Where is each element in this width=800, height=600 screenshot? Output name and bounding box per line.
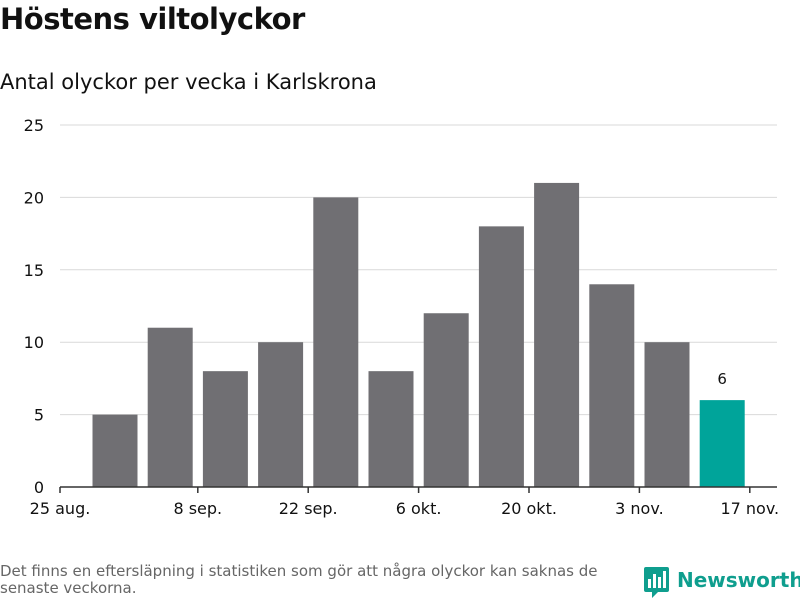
bar-chart: 0 5 10 15 20 25 6 25 aug. 8 sep. 22 sep. 6 okt. 20 …	[24, 116, 780, 518]
bar	[644, 342, 690, 487]
x-tick-label: 3 nov.	[615, 499, 664, 518]
brand-name: Newsworthy	[677, 568, 800, 592]
bar	[147, 327, 193, 487]
newsworthy-logo-icon	[644, 567, 669, 598]
bar	[313, 197, 359, 487]
chart-title: Höstens viltolyckor	[0, 2, 305, 36]
bar	[92, 414, 138, 487]
y-tick-label: 15	[24, 261, 44, 280]
bar	[589, 284, 635, 487]
newsworthy-brand[interactable]: Newsworthy	[644, 566, 800, 600]
x-tick-label: 22 sep.	[279, 499, 338, 518]
y-tick-label: 25	[24, 116, 44, 135]
data-label: 6	[717, 370, 727, 388]
footnote: Det finns en eftersläpning i statistiken…	[0, 562, 598, 597]
bar	[202, 371, 248, 487]
y-tick-label: 10	[24, 333, 44, 352]
y-tick-label: 5	[34, 406, 44, 425]
bar	[699, 400, 745, 487]
x-tick-label: 8 sep.	[173, 499, 222, 518]
bar	[423, 313, 469, 487]
x-tick-label: 6 okt.	[396, 499, 442, 518]
bar	[368, 371, 414, 487]
bar	[258, 342, 304, 487]
x-tick-label: 25 aug.	[30, 499, 91, 518]
y-tick-label: 20	[24, 188, 44, 207]
x-tick-label: 20 okt.	[501, 499, 557, 518]
bar	[478, 226, 524, 488]
x-tick-label: 17 nov.	[720, 499, 779, 518]
chart-subtitle: Antal olyckor per vecka i Karlskrona	[0, 70, 377, 94]
y-tick-label: 0	[34, 478, 44, 497]
bar	[534, 182, 580, 488]
